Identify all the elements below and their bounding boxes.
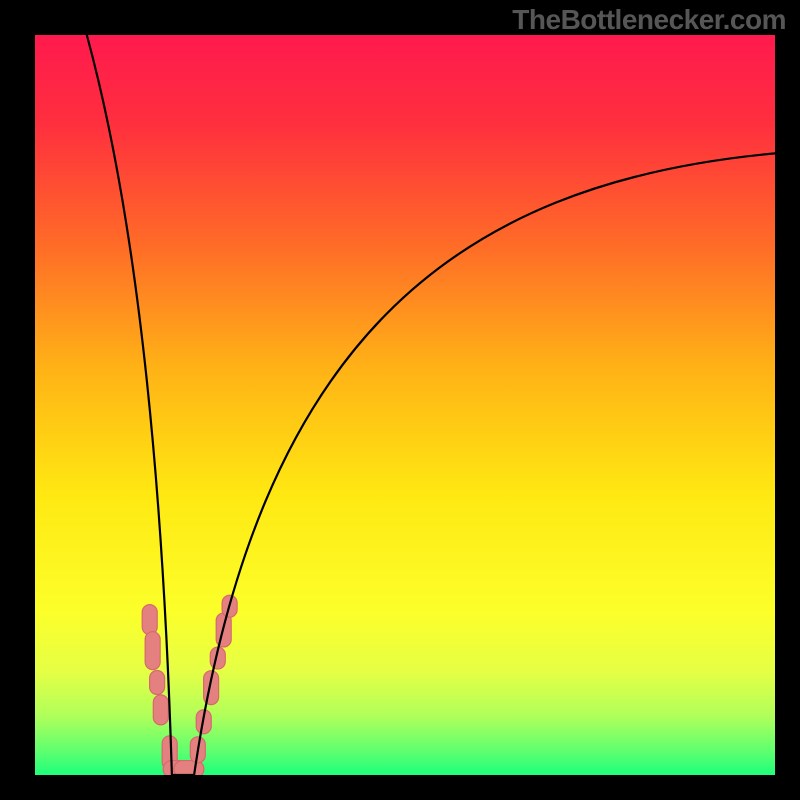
watermark-text: TheBottlenecker.com	[512, 4, 786, 36]
data-marker	[145, 632, 160, 670]
data-marker	[142, 605, 157, 635]
chart-frame: TheBottlenecker.com	[0, 0, 800, 800]
plot-area	[35, 35, 775, 775]
data-marker	[153, 695, 168, 725]
bottleneck-chart	[35, 35, 775, 775]
data-marker	[150, 671, 165, 695]
